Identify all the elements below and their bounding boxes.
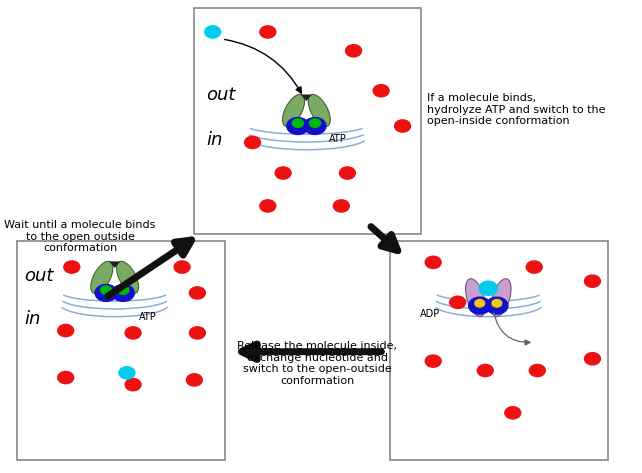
Text: out: out [207, 87, 236, 105]
Circle shape [189, 287, 205, 299]
Circle shape [425, 355, 441, 367]
FancyBboxPatch shape [195, 9, 421, 234]
Circle shape [125, 378, 141, 391]
Polygon shape [109, 262, 120, 268]
FancyBboxPatch shape [17, 241, 225, 460]
Circle shape [530, 364, 545, 377]
Circle shape [117, 286, 129, 294]
Circle shape [425, 256, 441, 269]
Circle shape [526, 261, 542, 273]
Circle shape [469, 297, 490, 314]
Circle shape [395, 120, 410, 132]
Circle shape [186, 374, 202, 386]
Circle shape [101, 286, 112, 294]
Circle shape [292, 119, 303, 127]
Ellipse shape [465, 279, 485, 316]
Circle shape [287, 117, 309, 134]
Circle shape [486, 297, 508, 314]
Text: out: out [24, 267, 54, 286]
Circle shape [304, 117, 326, 134]
Circle shape [477, 364, 493, 377]
Circle shape [64, 261, 80, 273]
Circle shape [345, 44, 361, 57]
Circle shape [449, 296, 465, 308]
Text: ATP: ATP [329, 134, 347, 144]
Circle shape [58, 371, 74, 384]
Circle shape [479, 281, 498, 295]
Circle shape [174, 261, 190, 273]
Circle shape [112, 284, 134, 301]
Circle shape [260, 26, 276, 38]
Circle shape [373, 85, 389, 97]
Circle shape [205, 26, 221, 38]
Circle shape [492, 299, 502, 307]
Circle shape [95, 284, 117, 301]
Circle shape [260, 200, 276, 212]
Ellipse shape [282, 95, 304, 127]
Circle shape [505, 407, 521, 419]
Circle shape [275, 167, 291, 179]
Ellipse shape [91, 262, 113, 293]
Circle shape [58, 324, 74, 337]
Circle shape [584, 275, 600, 287]
Text: in: in [24, 310, 41, 328]
Text: If a molecule binds,
hydrolyze ATP and switch to the
open-inside conformation: If a molecule binds, hydrolyze ATP and s… [427, 93, 605, 126]
Circle shape [333, 200, 349, 212]
Polygon shape [301, 95, 312, 101]
Ellipse shape [116, 262, 139, 293]
Circle shape [340, 167, 356, 179]
Circle shape [475, 299, 485, 307]
Circle shape [125, 327, 141, 339]
Circle shape [309, 119, 320, 127]
Text: ATP: ATP [139, 312, 157, 323]
Circle shape [119, 367, 135, 379]
Text: Wait until a molecule binds
to the open outside
conformation: Wait until a molecule binds to the open … [4, 220, 156, 253]
Circle shape [584, 353, 600, 365]
Text: ADP: ADP [420, 309, 440, 319]
Text: in: in [207, 131, 223, 149]
FancyBboxPatch shape [390, 241, 608, 460]
Circle shape [245, 136, 261, 149]
Ellipse shape [491, 279, 511, 316]
Circle shape [189, 327, 205, 339]
Text: Release the molecule inside,
exchange nucleotide and
switch to the open-outside
: Release the molecule inside, exchange nu… [237, 341, 397, 386]
Ellipse shape [308, 95, 330, 127]
